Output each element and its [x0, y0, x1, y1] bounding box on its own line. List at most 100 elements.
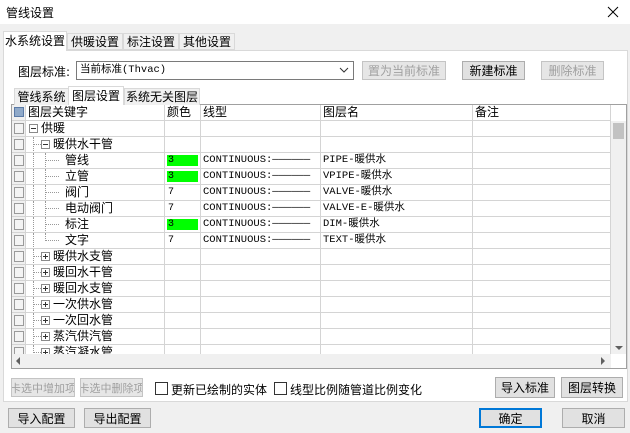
toggle-v — [45, 334, 46, 339]
grid-row: 阀门 7 CONTINUOUS:—————— VALVE-暖供水 — [12, 185, 611, 201]
window-title: 管线设置 — [6, 6, 55, 20]
color-value: 3 — [167, 155, 198, 166]
close-button[interactable] — [607, 6, 619, 18]
tree-line — [33, 201, 34, 216]
layer-name-cell — [321, 249, 473, 265]
tree-line — [45, 240, 59, 241]
layer-key: 蒸汽凝水管 — [53, 345, 114, 354]
scroll-arrow[interactable] — [16, 357, 20, 365]
tab[interactable]: 供暖设置 — [67, 33, 123, 50]
note-cell — [473, 137, 611, 153]
tab[interactable]: 标注设置 — [123, 33, 179, 50]
checkbox[interactable] — [155, 382, 168, 395]
scroll-arrow[interactable] — [615, 346, 623, 350]
button[interactable]: 导入标准 — [495, 377, 555, 398]
checkbox[interactable] — [274, 382, 287, 395]
tree-toggle[interactable] — [41, 316, 50, 325]
tree-toggle[interactable] — [41, 140, 50, 149]
tree-line — [33, 144, 41, 145]
tree-line — [45, 224, 59, 225]
linetype-cell: CONTINUOUS:—————— — [201, 201, 321, 217]
key-cell: 一次供水管 — [26, 297, 165, 313]
vertical-scrollbar — [611, 121, 626, 354]
layer-name-cell: TEXT-暖供水 — [321, 233, 473, 249]
tree-line — [33, 304, 41, 305]
tree-line — [45, 233, 46, 241]
sub-tab[interactable]: 系统无关图层 — [124, 88, 200, 105]
key-cell: 文字 — [26, 233, 165, 249]
color-cell: 7 — [165, 185, 201, 201]
grid-body: 供暖 暖供水干管 管线 3 CONTINUOUS:—————— PIPE-暖供水 立管 3 CO… — [12, 121, 611, 354]
tree-toggle[interactable] — [29, 124, 38, 133]
key-cell: 电动阀门 — [26, 201, 165, 217]
tree-line — [33, 313, 34, 328]
layer-key: 供暖 — [41, 121, 66, 135]
button: 删除标准 — [541, 61, 604, 80]
row-check-box — [14, 139, 24, 150]
combobox[interactable]: 当前标准(Thvac) — [76, 61, 354, 80]
grid-row: 暖回水干管 — [12, 265, 611, 281]
tree-line — [33, 281, 34, 296]
key-cell: 一次回水管 — [26, 313, 165, 329]
toggle-v — [45, 286, 46, 291]
tree-toggle[interactable] — [41, 284, 50, 293]
sub-tab[interactable]: 图层设置 — [68, 86, 124, 105]
linetype-cell: CONTINUOUS:—————— — [201, 217, 321, 233]
linetype-cell — [201, 281, 321, 297]
color-cell — [165, 121, 201, 137]
tree-line — [45, 217, 46, 232]
layer-name-cell: PIPE-暖供水 — [321, 153, 473, 169]
scroll-thumb[interactable] — [613, 123, 624, 139]
combobox-value: 当前标准(Thvac) — [80, 64, 167, 76]
tree-toggle[interactable] — [41, 252, 50, 261]
button[interactable]: 新建标准 — [462, 61, 525, 80]
row-check-box — [14, 347, 24, 354]
tree-line — [45, 201, 46, 216]
tree-toggle[interactable] — [41, 300, 50, 309]
tab[interactable]: 其他设置 — [179, 33, 235, 50]
button[interactable]: 图层转换 — [561, 377, 623, 398]
note-cell — [473, 249, 611, 265]
color-value: 7 — [168, 235, 175, 246]
button[interactable]: 确定 — [479, 408, 542, 428]
sub-tab[interactable]: 管线系统 — [14, 88, 69, 105]
tree-toggle[interactable] — [41, 268, 50, 277]
row-check-box — [14, 187, 24, 198]
checkbox-label: 更新已绘制的实体 — [171, 383, 268, 397]
tree-line — [45, 176, 59, 177]
tree-toggle[interactable] — [41, 348, 50, 354]
layer-key: 电动阀门 — [65, 201, 114, 215]
tab[interactable]: 水系统设置 — [3, 31, 67, 51]
layer-key: 阀门 — [65, 185, 90, 199]
linetype-cell — [201, 121, 321, 137]
layer-key: 一次回水管 — [53, 313, 114, 327]
tree-line — [33, 137, 34, 152]
layer-key: 蒸汽供汽管 — [53, 329, 114, 343]
note-cell — [473, 313, 611, 329]
grid-row: 蒸汽供汽管 — [12, 329, 611, 345]
color-cell: 3 — [165, 217, 201, 233]
column-header: 图层名 — [321, 105, 473, 121]
layer-key: 一次供水管 — [53, 297, 114, 311]
linetype-cell — [201, 329, 321, 345]
scroll-arrow[interactable] — [601, 357, 605, 365]
tree-toggle[interactable] — [41, 332, 50, 341]
color-value: 3 — [167, 171, 198, 182]
dropdown-arrow[interactable] — [339, 67, 349, 74]
button[interactable]: 导入配置 — [8, 408, 75, 428]
layer-name-cell: DIM-暖供水 — [321, 217, 473, 233]
layer-name-cell — [321, 281, 473, 297]
row-check-box — [14, 123, 24, 134]
layer-grid: 图层关键字 颜色 线型 图层名 备注 供暖 暖供水干管 管线 3 CONTINUOUS:—————… — [11, 104, 627, 369]
tree-line — [33, 169, 34, 184]
note-cell — [473, 233, 611, 249]
button[interactable]: 取消 — [562, 408, 625, 428]
button[interactable]: 导出配置 — [84, 408, 151, 428]
note-cell — [473, 169, 611, 185]
tree-line — [45, 160, 59, 161]
tree-line — [45, 185, 46, 200]
button: 卡选中增加项 — [11, 378, 75, 397]
field-label: 图层标准: — [18, 65, 71, 79]
layer-key: 文字 — [65, 233, 90, 247]
